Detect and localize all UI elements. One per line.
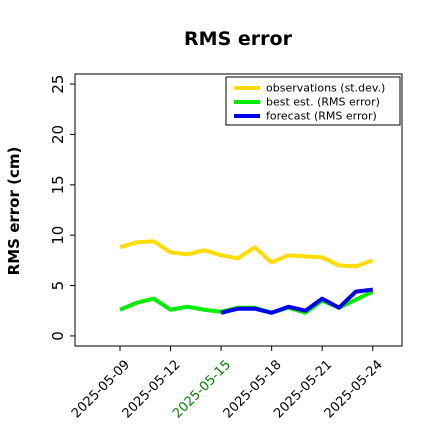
y-tick-label: 15 xyxy=(49,175,67,194)
y-tick-label: 5 xyxy=(49,281,67,291)
series-layer xyxy=(119,239,374,315)
axes-layer: 05101520252025-05-092025-05-122025-05-15… xyxy=(49,73,403,421)
series-line-3 xyxy=(220,287,373,315)
plot-frame xyxy=(74,73,403,347)
legend-label-2: best est. (RMS error) xyxy=(266,96,380,109)
legend: observations (st.dev.)best est. (RMS err… xyxy=(225,76,401,126)
y-tick-label: 20 xyxy=(49,125,67,144)
legend-label-3: forecast (RMS error) xyxy=(266,110,377,123)
chart-title: RMS error xyxy=(184,28,293,50)
y-tick-label: 10 xyxy=(49,226,67,245)
y-tick-label: 25 xyxy=(49,75,67,94)
series-line-1 xyxy=(119,239,374,269)
y-axis-label: RMS error (cm) xyxy=(5,147,23,276)
y-tick-label: 0 xyxy=(49,331,67,341)
legend-label-1: observations (st.dev.) xyxy=(266,82,385,95)
